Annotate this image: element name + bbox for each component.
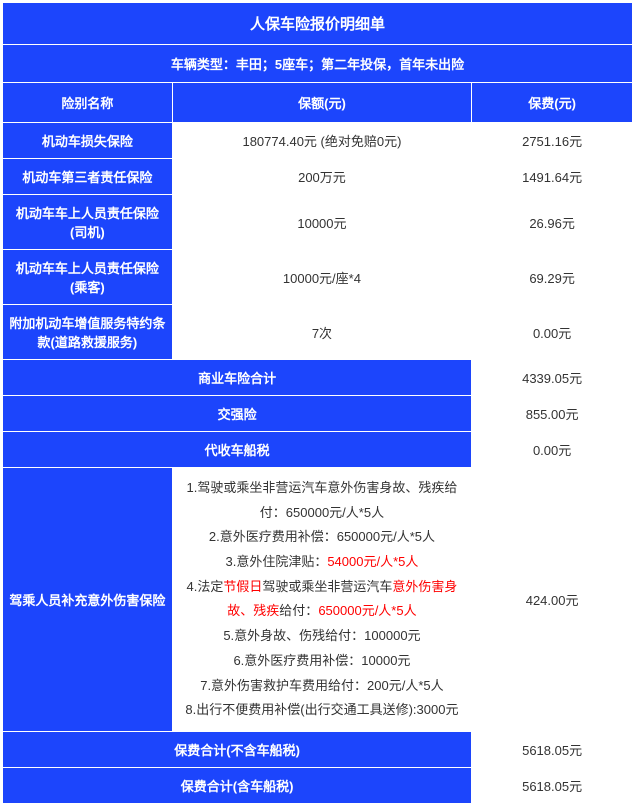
supplementary-label: 驾乘人员补充意外伤害保险 xyxy=(3,468,173,732)
detail-line: 4.法定节假日驾驶或乘坐非营运汽车意外伤害身故、残疾给付：650000元/人*5… xyxy=(179,575,466,624)
subtitle-row: 车辆类型：丰田；5座车；第二年投保，首年未出险 xyxy=(3,45,633,83)
detail-line: 1.驾驶或乘坐非营运汽车意外伤害身故、残疾给付：650000元/人*5人 xyxy=(179,476,466,525)
table-subtitle: 车辆类型：丰田；5座车；第二年投保，首年未出险 xyxy=(3,45,633,83)
row-amount: 7次 xyxy=(172,305,472,360)
col-header-name: 险别名称 xyxy=(3,83,173,123)
final-summary-value: 5618.05元 xyxy=(472,731,633,767)
row-premium: 2751.16元 xyxy=(472,123,633,159)
summary-value: 0.00元 xyxy=(472,432,633,468)
detail-line: 8.出行不便费用补偿(出行交通工具送修):3000元 xyxy=(179,698,466,723)
summary-row: 代收车船税 0.00元 xyxy=(3,432,633,468)
row-premium: 1491.64元 xyxy=(472,159,633,195)
summary-value: 855.00元 xyxy=(472,396,633,432)
column-header-row: 险别名称 保额(元) 保费(元) xyxy=(3,83,633,123)
row-label: 机动车车上人员责任保险(乘客) xyxy=(3,250,173,305)
final-summary-value: 5618.05元 xyxy=(472,767,633,803)
detail-line: 7.意外伤害救护车费用给付：200元/人*5人 xyxy=(179,674,466,699)
detail-line: 2.意外医疗费用补偿：650000元/人*5人 xyxy=(179,525,466,550)
col-header-amount: 保额(元) xyxy=(172,83,472,123)
table-title: 人保车险报价明细单 xyxy=(3,3,633,45)
supplementary-details: 1.驾驶或乘坐非营运汽车意外伤害身故、残疾给付：650000元/人*5人 2.意… xyxy=(172,468,472,732)
highlight-text: 650000元/人*5人 xyxy=(318,603,416,618)
table-row: 附加机动车增值服务特约条款(道路救援服务) 7次 0.00元 xyxy=(3,305,633,360)
row-amount: 200万元 xyxy=(172,159,472,195)
detail-line: 6.意外医疗费用补偿：10000元 xyxy=(179,649,466,674)
final-summary-row: 保费合计(含车船税) 5618.05元 xyxy=(3,767,633,803)
final-summary-row: 保费合计(不含车船税) 5618.05元 xyxy=(3,731,633,767)
title-row: 人保车险报价明细单 xyxy=(3,3,633,45)
row-premium: 26.96元 xyxy=(472,195,633,250)
row-label: 机动车损失保险 xyxy=(3,123,173,159)
row-premium: 69.29元 xyxy=(472,250,633,305)
table-row: 机动车车上人员责任保险(司机) 10000元 26.96元 xyxy=(3,195,633,250)
highlight-text: 节假日 xyxy=(223,579,262,594)
row-amount: 180774.40元 (绝对免赔0元) xyxy=(172,123,472,159)
row-amount: 10000元/座*4 xyxy=(172,250,472,305)
detail-line: 5.意外身故、伤残给付：100000元 xyxy=(179,624,466,649)
final-summary-label: 保费合计(含车船税) xyxy=(3,767,472,803)
summary-row: 交强险 855.00元 xyxy=(3,396,633,432)
row-label: 机动车车上人员责任保险(司机) xyxy=(3,195,173,250)
row-label: 附加机动车增值服务特约条款(道路救援服务) xyxy=(3,305,173,360)
summary-label: 代收车船税 xyxy=(3,432,472,468)
supplementary-premium: 424.00元 xyxy=(472,468,633,732)
summary-value: 4339.05元 xyxy=(472,360,633,396)
final-summary-label: 保费合计(不含车船税) xyxy=(3,731,472,767)
table-row: 机动车第三者责任保险 200万元 1491.64元 xyxy=(3,159,633,195)
insurance-quote-table: 人保车险报价明细单 车辆类型：丰田；5座车；第二年投保，首年未出险 险别名称 保… xyxy=(2,2,633,804)
summary-label: 交强险 xyxy=(3,396,472,432)
supplementary-row: 驾乘人员补充意外伤害保险 1.驾驶或乘坐非营运汽车意外伤害身故、残疾给付：650… xyxy=(3,468,633,732)
summary-label: 商业车险合计 xyxy=(3,360,472,396)
row-premium: 0.00元 xyxy=(472,305,633,360)
highlight-text: 54000元/人*5人 xyxy=(327,554,418,569)
table-row: 机动车损失保险 180774.40元 (绝对免赔0元) 2751.16元 xyxy=(3,123,633,159)
table-row: 机动车车上人员责任保险(乘客) 10000元/座*4 69.29元 xyxy=(3,250,633,305)
row-label: 机动车第三者责任保险 xyxy=(3,159,173,195)
col-header-premium: 保费(元) xyxy=(472,83,633,123)
summary-row: 商业车险合计 4339.05元 xyxy=(3,360,633,396)
detail-line: 3.意外住院津贴：54000元/人*5人 xyxy=(179,550,466,575)
row-amount: 10000元 xyxy=(172,195,472,250)
